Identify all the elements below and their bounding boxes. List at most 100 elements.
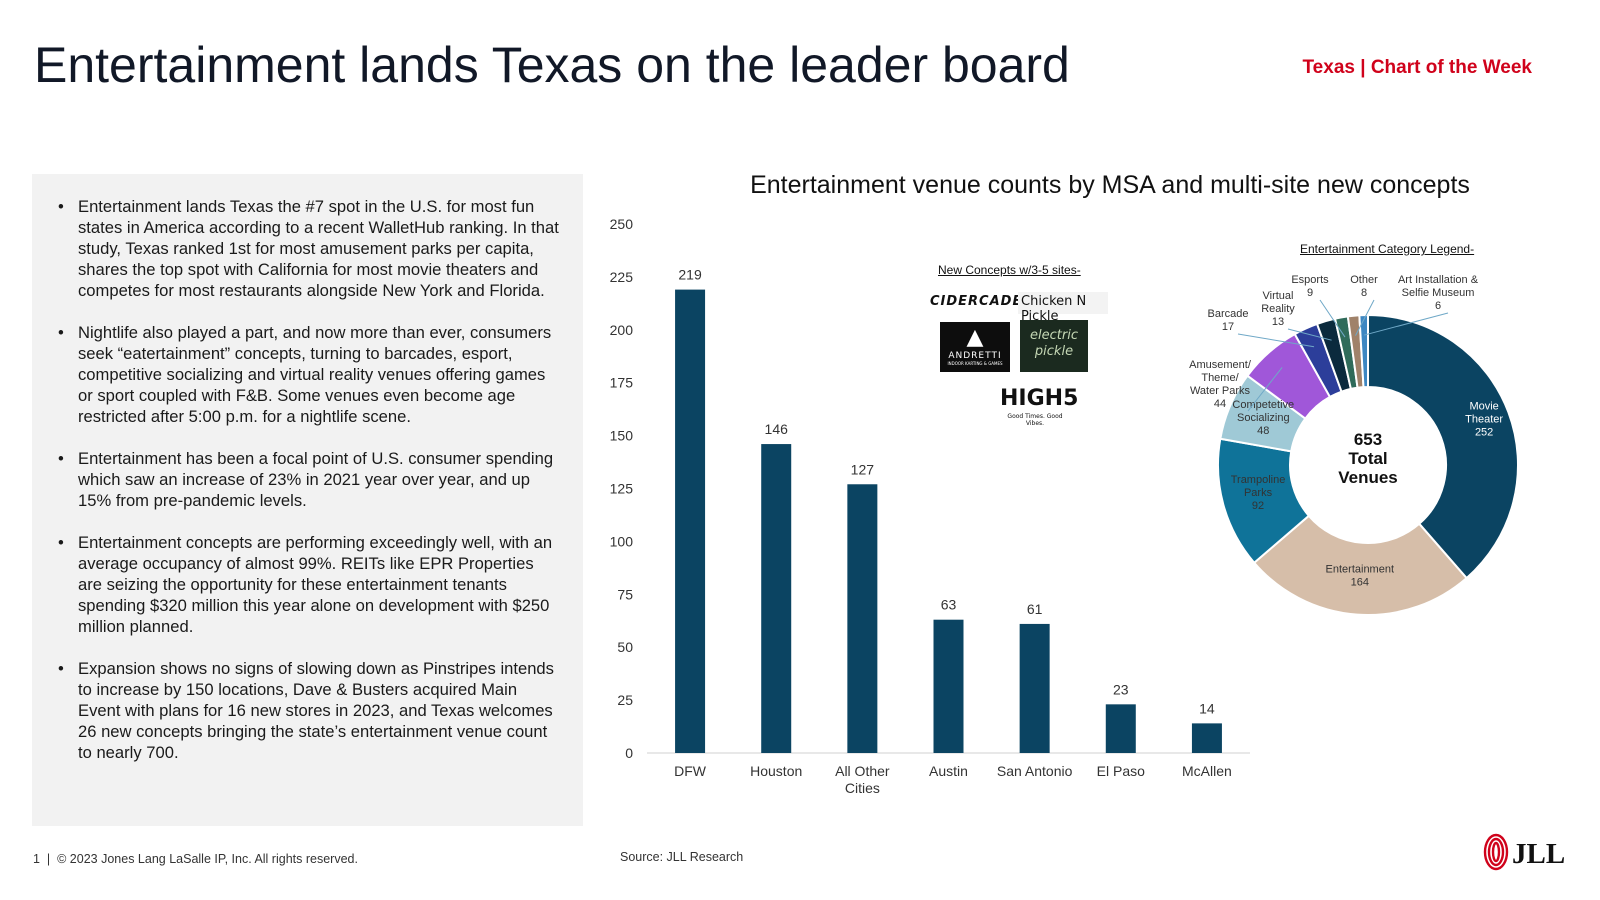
y-tick-label: 75 — [617, 586, 633, 602]
leader-line — [1355, 299, 1375, 336]
chart-title: Entertainment venue counts by MSA and mu… — [750, 171, 1470, 199]
slice-label-outside-line: Amusement/ — [1189, 359, 1252, 371]
slice-label-outside-line: Art Installation & — [1398, 274, 1479, 286]
center-total-label-line: Venues — [1338, 468, 1398, 487]
data-label: 61 — [1027, 601, 1043, 617]
x-tick-label: DFW — [674, 763, 707, 779]
y-tick-label: 250 — [610, 216, 634, 232]
slice-label-outside-line: Reality — [1261, 303, 1295, 315]
y-tick-label: 0 — [625, 745, 633, 761]
data-label: 63 — [941, 597, 957, 613]
data-label: 146 — [765, 421, 789, 437]
y-tick-label: 225 — [610, 269, 634, 285]
slice-label-line: Socializing — [1237, 412, 1290, 424]
slice-label: Trampoline Parks 92 — [1231, 474, 1286, 512]
andretti-mark-icon: ▲ — [966, 325, 984, 350]
slice-label-outside-line: Esports — [1291, 274, 1329, 286]
leader-line — [1364, 312, 1449, 336]
slice-label-line: Trampoline — [1231, 474, 1286, 486]
leader-line — [1287, 328, 1332, 341]
bar — [1019, 623, 1050, 753]
slice-label: Competetive Socializing 48 — [1232, 399, 1294, 437]
slice-label-line: Movie — [1469, 401, 1498, 413]
jll-logo: JLL — [1483, 833, 1565, 871]
slice-label-outside-line: Virtual — [1263, 290, 1294, 302]
x-tick-label-line: Houston — [750, 763, 802, 779]
donut-slice — [1367, 313, 1519, 580]
bar — [1105, 704, 1136, 753]
y-tick-label: 100 — [610, 533, 634, 549]
x-tick-label-line: Cities — [845, 780, 880, 796]
x-tick-label-line: All Other — [835, 763, 890, 779]
cidercade-logo: CIDERCADE — [930, 294, 1023, 309]
slice-label-outside-line: 13 — [1272, 316, 1284, 328]
slice-label-line: Competetive — [1232, 399, 1294, 411]
data-label: 219 — [678, 267, 702, 283]
y-tick-label: 175 — [610, 375, 634, 391]
andretti-tagline: INDOOR KARTING & GAMES — [947, 361, 1003, 366]
new-concepts-title: New Concepts w/3-5 sites- — [938, 263, 1081, 277]
high5-wordmark: HIGH5 — [1000, 386, 1079, 411]
high5-logo: HIGH5 Good Times. Good Vibes. — [1000, 385, 1079, 427]
x-tick-label-line: McAllen — [1182, 763, 1232, 779]
x-tick-label: El Paso — [1097, 763, 1145, 779]
slice-label-outside-line: Barcade — [1208, 308, 1249, 320]
slice-label-outside: Art Installation & Selfie Museum 6 — [1398, 274, 1479, 312]
slice-label-line: 48 — [1257, 425, 1269, 437]
bullet-item: Expansion shows no signs of slowing down… — [58, 658, 559, 763]
y-tick-label: 200 — [610, 322, 634, 338]
data-label: 127 — [851, 461, 875, 477]
bullet-item: Nightlife also played a part, and now mo… — [58, 322, 559, 427]
copyright-text: © 2023 Jones Lang LaSalle IP, Inc. All r… — [57, 852, 358, 866]
slice-label-line: Parks — [1244, 487, 1273, 499]
slice-label-line: 164 — [1351, 577, 1369, 589]
donut-slice — [1358, 313, 1369, 389]
andretti-logo: ▲ ANDRETTI INDOOR KARTING & GAMES — [940, 322, 1010, 372]
bullet-list: Entertainment lands Texas the #7 spot in… — [56, 196, 559, 763]
bar — [1191, 723, 1222, 753]
electric-pickle-logo: electric pickle — [1020, 320, 1088, 372]
slice-label-outside-line: 8 — [1361, 287, 1367, 299]
slice-label-outside-line: 6 — [1435, 300, 1441, 312]
source-note: Source: JLL Research — [620, 850, 744, 864]
chicken-n-pickle-logo: Chicken N Pickle — [1018, 292, 1108, 324]
page-title: Entertainment lands Texas on the leader … — [34, 37, 1070, 93]
bullet-item: Entertainment has been a focal point of … — [58, 448, 559, 511]
leader-line — [1237, 333, 1315, 348]
bar — [761, 444, 792, 753]
slice-label-line: 92 — [1252, 500, 1264, 512]
slice-label-outside: Amusement/Theme/Water Parks 44 — [1189, 359, 1252, 410]
center-total-label-line: Total — [1348, 449, 1387, 468]
slice-label-outside: Esports 9 — [1291, 274, 1329, 299]
data-label: 14 — [1199, 700, 1215, 716]
page-number: 1 — [33, 852, 40, 866]
x-tick-label: McAllen — [1182, 763, 1232, 779]
slice-label-line: Theater — [1465, 414, 1503, 426]
jll-swirl-icon — [1483, 833, 1509, 871]
slice-label: Entertainment 164 — [1326, 564, 1394, 589]
x-tick-label: San Antonio — [997, 763, 1073, 779]
bar — [933, 619, 964, 753]
chart-of-week-tag: Texas | Chart of the Week — [1302, 57, 1532, 78]
slice-label-outside-line: Other — [1350, 274, 1378, 286]
leader-line — [1247, 367, 1283, 412]
leader-line — [1319, 299, 1346, 338]
x-tick-label: Houston — [750, 763, 802, 779]
slice-label-outside: Barcade 17 — [1208, 308, 1249, 333]
slice-label-outside-line: Water Parks — [1190, 385, 1251, 397]
high5-tagline: Good Times. Good Vibes. — [1007, 413, 1063, 427]
andretti-wordmark: ANDRETTI — [948, 351, 1002, 361]
x-tick-label: All Other Cities — [835, 763, 890, 796]
data-label: 23 — [1113, 681, 1129, 697]
bar — [675, 289, 706, 753]
y-tick-label: 150 — [610, 428, 634, 444]
slice-label-outside-line: 9 — [1307, 287, 1313, 299]
slice-label-outside: Virtual Reality 13 — [1261, 290, 1295, 328]
bullet-item: Entertainment lands Texas the #7 spot in… — [58, 196, 559, 301]
x-tick-label: Austin — [929, 763, 968, 779]
commentary-panel: Entertainment lands Texas the #7 spot in… — [32, 174, 583, 826]
y-tick-label: 125 — [610, 481, 634, 497]
slice-label-outside: Other 8 — [1350, 274, 1378, 299]
slice-label-line: Entertainment — [1326, 564, 1394, 576]
bar — [847, 484, 878, 753]
